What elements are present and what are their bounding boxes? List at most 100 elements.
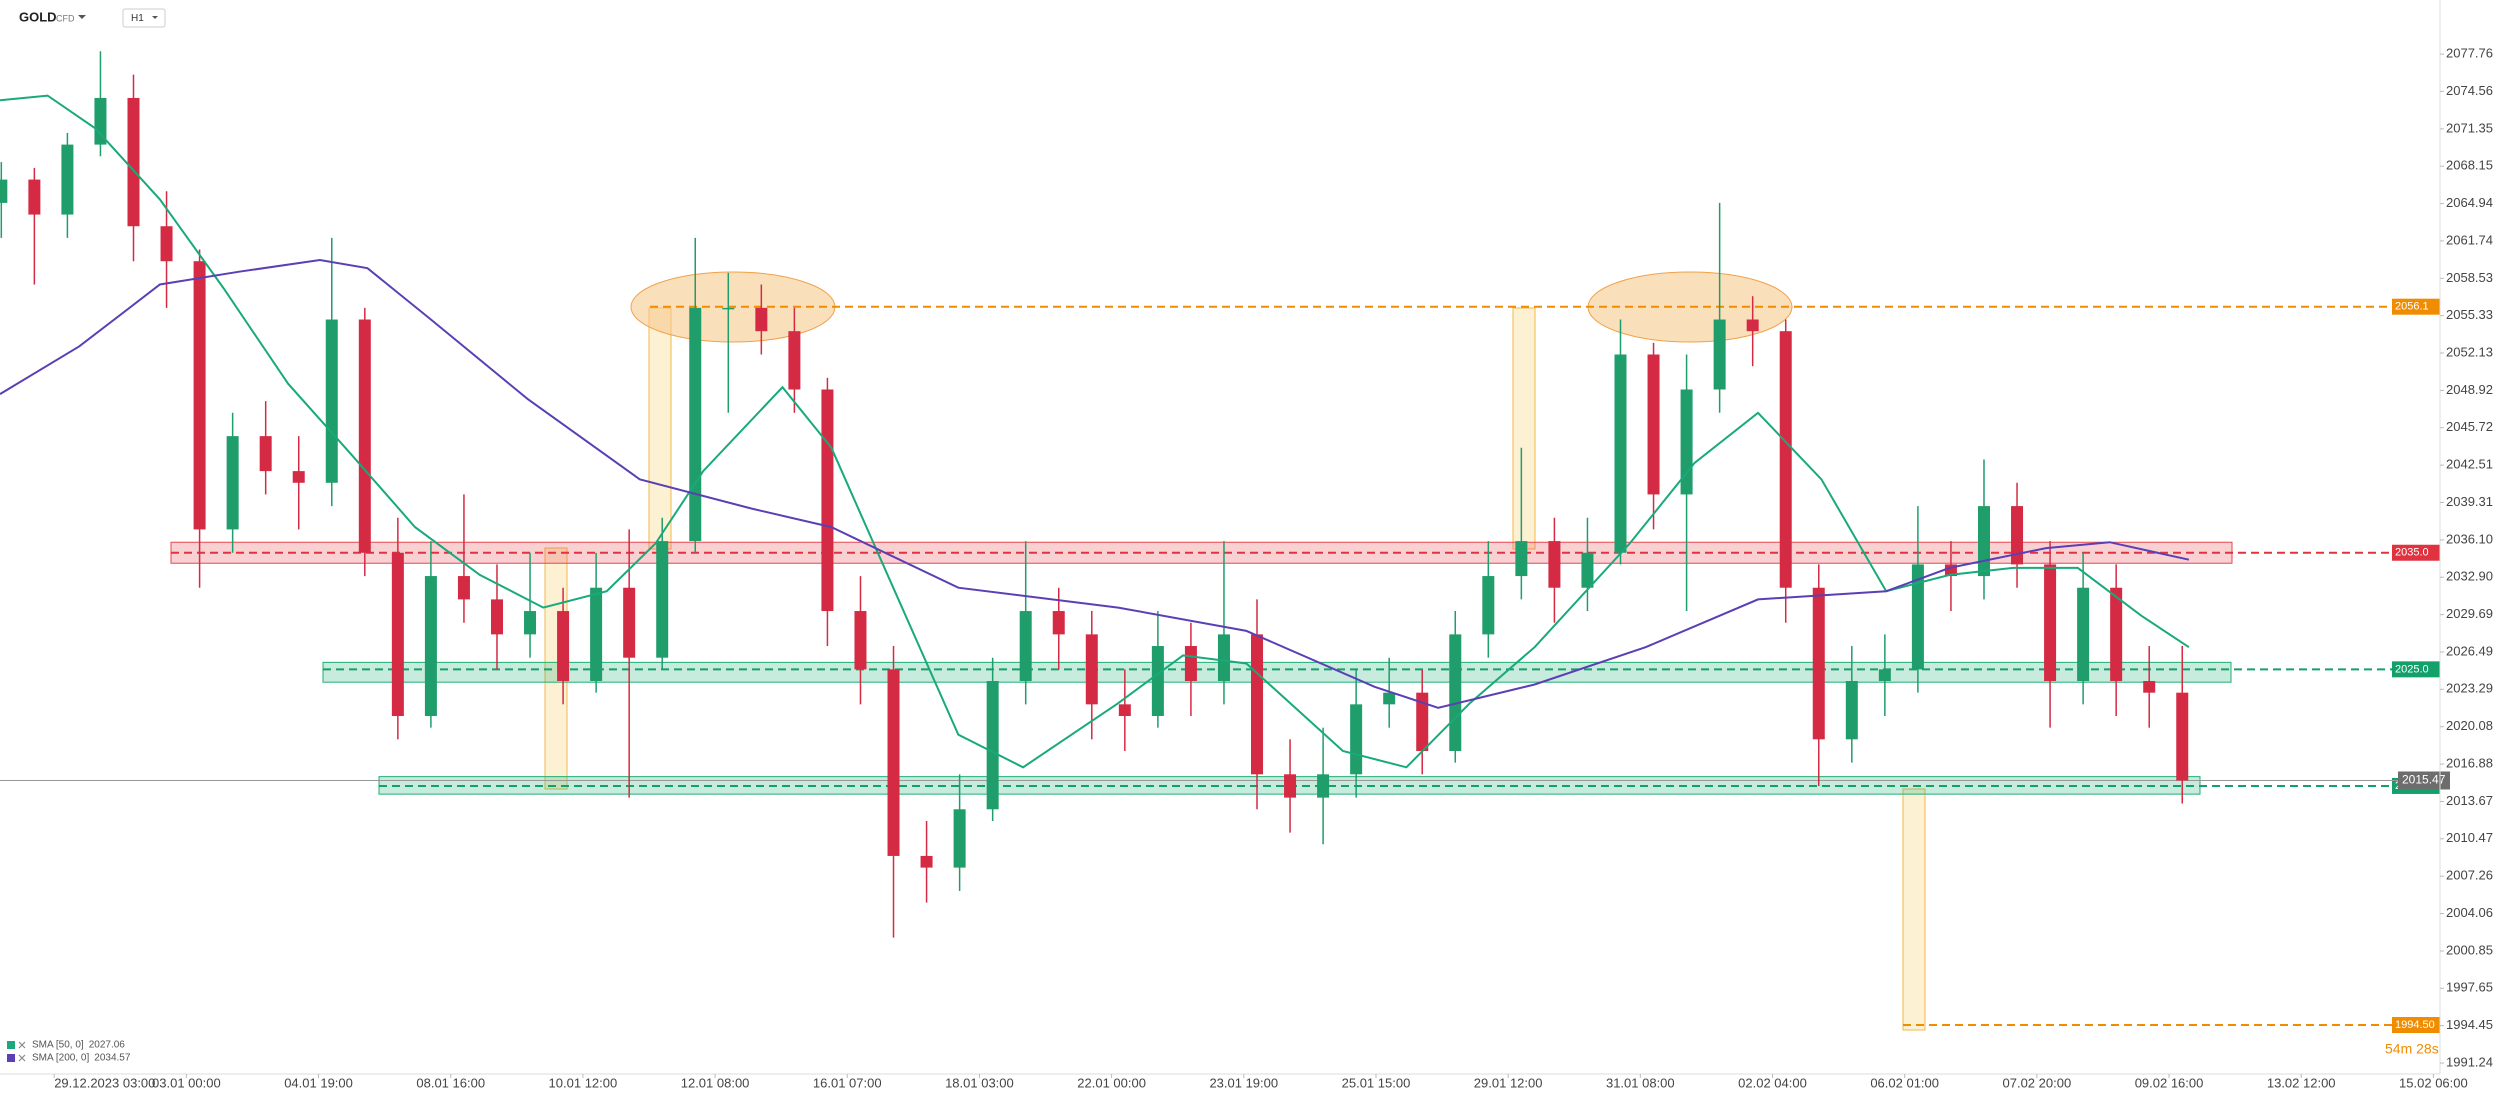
candle-body <box>1779 331 1792 588</box>
candle-body <box>1052 611 1065 635</box>
candle-body <box>2143 681 2156 693</box>
candle-body <box>854 611 867 670</box>
y-tick-label: 2061.74 <box>2446 232 2493 247</box>
candle-body <box>424 576 437 716</box>
x-tick-label: 06.02 01:00 <box>1870 1075 1939 1090</box>
candle-body <box>391 552 404 716</box>
y-tick-label: 2074.56 <box>2446 83 2493 98</box>
y-tick-label: 2042.51 <box>2446 457 2493 472</box>
x-tick-label: 25.01 15:00 <box>1342 1075 1411 1090</box>
x-tick-label: 13.02 12:00 <box>2267 1075 2336 1090</box>
y-tick-label: 2052.13 <box>2446 344 2493 359</box>
y-tick-label: 1991.24 <box>2446 1054 2493 1069</box>
highlight-box <box>1512 307 1536 550</box>
candle-body <box>1085 634 1098 705</box>
level-label: 1994.50 <box>2395 1019 2435 1031</box>
x-tick-label: 02.02 04:00 <box>1738 1075 1807 1090</box>
annotations <box>544 271 1926 1031</box>
x-tick-label: 23.01 19:00 <box>1209 1075 1278 1090</box>
x-tick-label: 15.02 06:00 <box>2399 1075 2468 1090</box>
candle-body <box>2044 564 2057 682</box>
y-tick-label: 2010.47 <box>2446 830 2493 845</box>
interval: H1 <box>131 13 144 24</box>
y-tick-label: 2016.88 <box>2446 755 2493 770</box>
candle-body <box>689 307 702 542</box>
candle-body <box>1118 704 1131 716</box>
candle-body <box>490 599 503 635</box>
candle-body <box>2176 692 2189 781</box>
candle-body <box>457 576 470 600</box>
symbol: GOLD <box>19 9 57 24</box>
symbol-kind: CFD <box>56 13 75 23</box>
candle-body <box>28 179 41 215</box>
candle-body <box>920 855 933 868</box>
candle-body <box>986 681 999 810</box>
candle-body <box>61 144 74 215</box>
candle-body <box>1350 704 1363 775</box>
candle-body <box>887 669 900 856</box>
candle-body <box>0 179 8 203</box>
candles <box>0 51 2189 938</box>
candle-body <box>2077 587 2090 682</box>
legend-name: SMA [200, 0] <box>32 1053 89 1064</box>
sma-line <box>0 258 2190 709</box>
candle-body <box>1944 564 1957 577</box>
y-tick-label: 1994.45 <box>2446 1017 2493 1032</box>
candle-body <box>1251 634 1264 775</box>
level-box <box>2392 298 2440 315</box>
legend-value: 2034.57 <box>94 1053 131 1064</box>
candle-body <box>1515 541 1528 577</box>
candle-body <box>590 587 603 682</box>
candle-body <box>1713 319 1726 390</box>
candle-body <box>1151 646 1164 716</box>
level-box <box>2392 1017 2440 1034</box>
y-tick-label: 2071.35 <box>2446 120 2493 135</box>
x-tick-label: 18.01 03:00 <box>945 1075 1014 1090</box>
y-tick-label: 2068.15 <box>2446 158 2493 173</box>
highlight-box <box>648 307 672 550</box>
candle-body <box>127 97 140 227</box>
sma-lines <box>0 94 2190 769</box>
candle-body <box>1284 774 1297 798</box>
legend-swatch <box>7 1041 15 1049</box>
candle-body <box>1184 646 1197 682</box>
candle-body <box>1383 692 1396 705</box>
current-price-box <box>2398 771 2450 790</box>
x-tick-label: 03.01 00:00 <box>152 1075 221 1090</box>
level-label: 2035.0 <box>2395 547 2429 559</box>
x-tick-label: 07.02 20:00 <box>2003 1075 2072 1090</box>
y-tick-label: 2048.92 <box>2446 382 2493 397</box>
y-tick-label: 2077.76 <box>2446 46 2493 61</box>
candle-body <box>1746 319 1759 332</box>
candle-body <box>1845 681 1858 740</box>
y-tick-label: 2036.10 <box>2446 531 2493 546</box>
candle-body <box>292 471 305 483</box>
y-tick-label: 2064.94 <box>2446 195 2493 210</box>
level-box <box>2392 661 2440 678</box>
y-tick-label: 2004.06 <box>2446 905 2493 920</box>
legend-name: SMA [50, 0] <box>32 1040 84 1051</box>
zone <box>322 661 2232 683</box>
candle-body <box>788 331 801 390</box>
candle-body <box>1581 552 1594 588</box>
x-tick-label: 16.01 07:00 <box>813 1075 882 1090</box>
y-tick-label: 2013.67 <box>2446 793 2493 808</box>
x-tick-label: 29.12.2023 03:00 <box>54 1075 155 1090</box>
x-tick-label: 29.01 12:00 <box>1474 1075 1543 1090</box>
candle-body <box>953 809 966 868</box>
candle-body <box>193 261 206 530</box>
legend-close <box>18 1054 26 1062</box>
candle-body <box>358 319 371 553</box>
candle-body <box>755 307 768 332</box>
x-tick-label: 10.01 12:00 <box>549 1075 618 1090</box>
x-tick-label: 08.01 16:00 <box>416 1075 485 1090</box>
x-tick-label: 04.01 19:00 <box>284 1075 353 1090</box>
symbol-dropdown[interactable] <box>78 15 86 19</box>
interval-select[interactable] <box>122 8 166 28</box>
candle-body <box>1878 669 1891 682</box>
y-tick-label: 2020.08 <box>2446 718 2493 733</box>
y-tick-label: 2029.69 <box>2446 606 2493 621</box>
legend-close <box>18 1041 26 1049</box>
candle-body <box>1449 634 1462 751</box>
